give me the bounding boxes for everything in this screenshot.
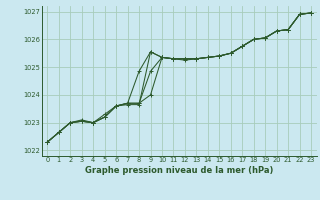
X-axis label: Graphe pression niveau de la mer (hPa): Graphe pression niveau de la mer (hPa) <box>85 166 273 175</box>
